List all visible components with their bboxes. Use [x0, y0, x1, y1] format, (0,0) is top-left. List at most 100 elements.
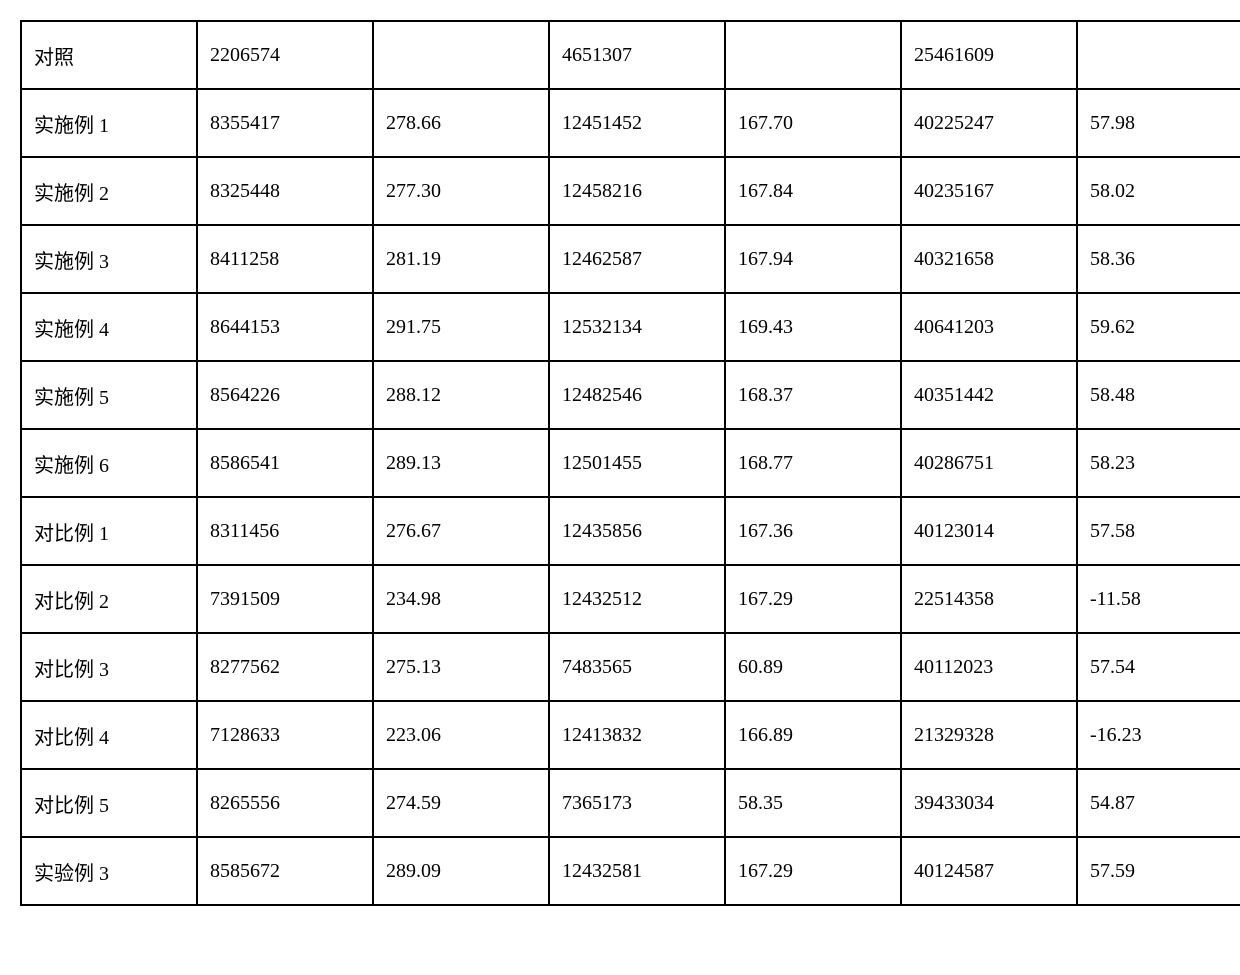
table-cell: 8277562 — [197, 633, 373, 701]
row-label-cell: 对比例 3 — [21, 633, 197, 701]
table-cell: 60.89 — [725, 633, 901, 701]
table-row: 对比例 3 8277562 275.13 7483565 60.89 40112… — [21, 633, 1240, 701]
table-cell: 12482546 — [549, 361, 725, 429]
table-cell: 8644153 — [197, 293, 373, 361]
table-cell: 54.87 — [1077, 769, 1240, 837]
table-cell: 7391509 — [197, 565, 373, 633]
row-label-cell: 实施例 6 — [21, 429, 197, 497]
table-cell: 223.06 — [373, 701, 549, 769]
table-cell: 167.36 — [725, 497, 901, 565]
table-row: 对比例 4 7128633 223.06 12413832 166.89 213… — [21, 701, 1240, 769]
table-row: 实施例 3 8411258 281.19 12462587 167.94 403… — [21, 225, 1240, 293]
table-cell: 12451452 — [549, 89, 725, 157]
table-cell — [725, 21, 901, 89]
table-cell: 12532134 — [549, 293, 725, 361]
table-cell: 12458216 — [549, 157, 725, 225]
table-cell: 288.12 — [373, 361, 549, 429]
table-cell: 12501455 — [549, 429, 725, 497]
table-cell: 58.35 — [725, 769, 901, 837]
table-cell: 274.59 — [373, 769, 549, 837]
row-label-cell: 实验例 3 — [21, 837, 197, 905]
table-cell: 40123014 — [901, 497, 1077, 565]
table-row: 实施例 1 8355417 278.66 12451452 167.70 402… — [21, 89, 1240, 157]
table-cell: 166.89 — [725, 701, 901, 769]
table-cell: 57.54 — [1077, 633, 1240, 701]
table-row: 对比例 1 8311456 276.67 12435856 167.36 401… — [21, 497, 1240, 565]
table-cell: 40124587 — [901, 837, 1077, 905]
table-cell: 40641203 — [901, 293, 1077, 361]
table-row: 实验例 3 8585672 289.09 12432581 167.29 401… — [21, 837, 1240, 905]
row-label-cell: 对比例 1 — [21, 497, 197, 565]
table-cell: 234.98 — [373, 565, 549, 633]
row-label-cell: 实施例 3 — [21, 225, 197, 293]
table-cell: 12432512 — [549, 565, 725, 633]
table-cell: 289.13 — [373, 429, 549, 497]
table-cell: 8355417 — [197, 89, 373, 157]
table-row: 实施例 2 8325448 277.30 12458216 167.84 402… — [21, 157, 1240, 225]
table-cell: 168.77 — [725, 429, 901, 497]
table-cell: 40225247 — [901, 89, 1077, 157]
table-cell: 8585672 — [197, 837, 373, 905]
table-cell: 167.84 — [725, 157, 901, 225]
table-cell: 291.75 — [373, 293, 549, 361]
table-cell: 8586541 — [197, 429, 373, 497]
table-cell: 58.02 — [1077, 157, 1240, 225]
table-cell: 289.09 — [373, 837, 549, 905]
table-cell: 8564226 — [197, 361, 373, 429]
row-label-cell: 对比例 5 — [21, 769, 197, 837]
table-row: 实施例 6 8586541 289.13 12501455 168.77 402… — [21, 429, 1240, 497]
table-cell: 57.58 — [1077, 497, 1240, 565]
table-cell: 40235167 — [901, 157, 1077, 225]
table-cell: 58.23 — [1077, 429, 1240, 497]
row-label-cell: 对比例 2 — [21, 565, 197, 633]
table-cell: 7128633 — [197, 701, 373, 769]
table-cell: 57.59 — [1077, 837, 1240, 905]
row-label-cell: 实施例 2 — [21, 157, 197, 225]
table-cell: 7483565 — [549, 633, 725, 701]
table-cell: 40112023 — [901, 633, 1077, 701]
table-cell: 58.36 — [1077, 225, 1240, 293]
table-cell: 40351442 — [901, 361, 1077, 429]
table-cell: 169.43 — [725, 293, 901, 361]
table-cell: 2206574 — [197, 21, 373, 89]
table-row: 对照 2206574 4651307 25461609 — [21, 21, 1240, 89]
table-cell: 21329328 — [901, 701, 1077, 769]
row-label-cell: 对照 — [21, 21, 197, 89]
table-cell: 59.62 — [1077, 293, 1240, 361]
table-cell: 278.66 — [373, 89, 549, 157]
table-cell: 167.29 — [725, 837, 901, 905]
table-cell: 276.67 — [373, 497, 549, 565]
table-cell: -11.58 — [1077, 565, 1240, 633]
table-cell: 40321658 — [901, 225, 1077, 293]
table-cell: 12413832 — [549, 701, 725, 769]
table-cell: 40286751 — [901, 429, 1077, 497]
table-cell: 58.48 — [1077, 361, 1240, 429]
table-cell: 281.19 — [373, 225, 549, 293]
table-cell: 7365173 — [549, 769, 725, 837]
table-cell: 57.98 — [1077, 89, 1240, 157]
table-cell: 12462587 — [549, 225, 725, 293]
table-cell: 8411258 — [197, 225, 373, 293]
row-label-cell: 实施例 5 — [21, 361, 197, 429]
table-cell: 167.29 — [725, 565, 901, 633]
table-row: 实施例 4 8644153 291.75 12532134 169.43 406… — [21, 293, 1240, 361]
table-cell: 25461609 — [901, 21, 1077, 89]
table-cell: 8325448 — [197, 157, 373, 225]
table-cell — [373, 21, 549, 89]
table-cell — [1077, 21, 1240, 89]
table-body: 对照 2206574 4651307 25461609 实施例 1 835541… — [21, 21, 1240, 905]
table-row: 实施例 5 8564226 288.12 12482546 168.37 403… — [21, 361, 1240, 429]
row-label-cell: 实施例 4 — [21, 293, 197, 361]
table-row: 对比例 5 8265556 274.59 7365173 58.35 39433… — [21, 769, 1240, 837]
table-cell: 8265556 — [197, 769, 373, 837]
table-cell: 277.30 — [373, 157, 549, 225]
table-cell: 22514358 — [901, 565, 1077, 633]
table-cell: 39433034 — [901, 769, 1077, 837]
table-row: 对比例 2 7391509 234.98 12432512 167.29 225… — [21, 565, 1240, 633]
table-cell: -16.23 — [1077, 701, 1240, 769]
table-cell: 4651307 — [549, 21, 725, 89]
row-label-cell: 对比例 4 — [21, 701, 197, 769]
table-cell: 168.37 — [725, 361, 901, 429]
table-cell: 275.13 — [373, 633, 549, 701]
table-cell: 167.94 — [725, 225, 901, 293]
